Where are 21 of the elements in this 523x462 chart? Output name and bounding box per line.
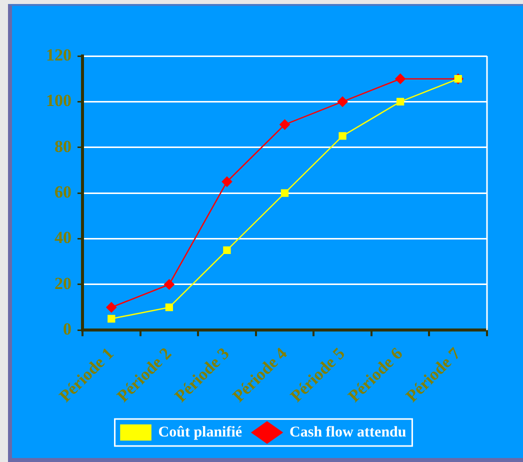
y-tick-label: 80 xyxy=(54,136,72,156)
point xyxy=(396,98,404,106)
point xyxy=(337,96,348,107)
legend-label: Coût planifié xyxy=(158,424,242,440)
point xyxy=(223,246,231,254)
point xyxy=(338,132,346,140)
point xyxy=(395,74,406,84)
y-tick-label: 0 xyxy=(63,320,72,339)
y-tick-label: 60 xyxy=(54,182,72,202)
y-tick-label: 20 xyxy=(54,274,72,293)
y-tick-label: 40 xyxy=(54,228,72,248)
point xyxy=(164,279,174,290)
legend-label: Cash flow attendu xyxy=(290,424,406,440)
point xyxy=(106,302,117,312)
y-tick-label: 120 xyxy=(46,45,72,64)
point xyxy=(280,189,289,197)
point xyxy=(280,119,290,130)
point xyxy=(165,303,174,312)
point xyxy=(108,314,116,323)
point xyxy=(222,176,232,187)
y-tick-label: 100 xyxy=(46,91,72,110)
